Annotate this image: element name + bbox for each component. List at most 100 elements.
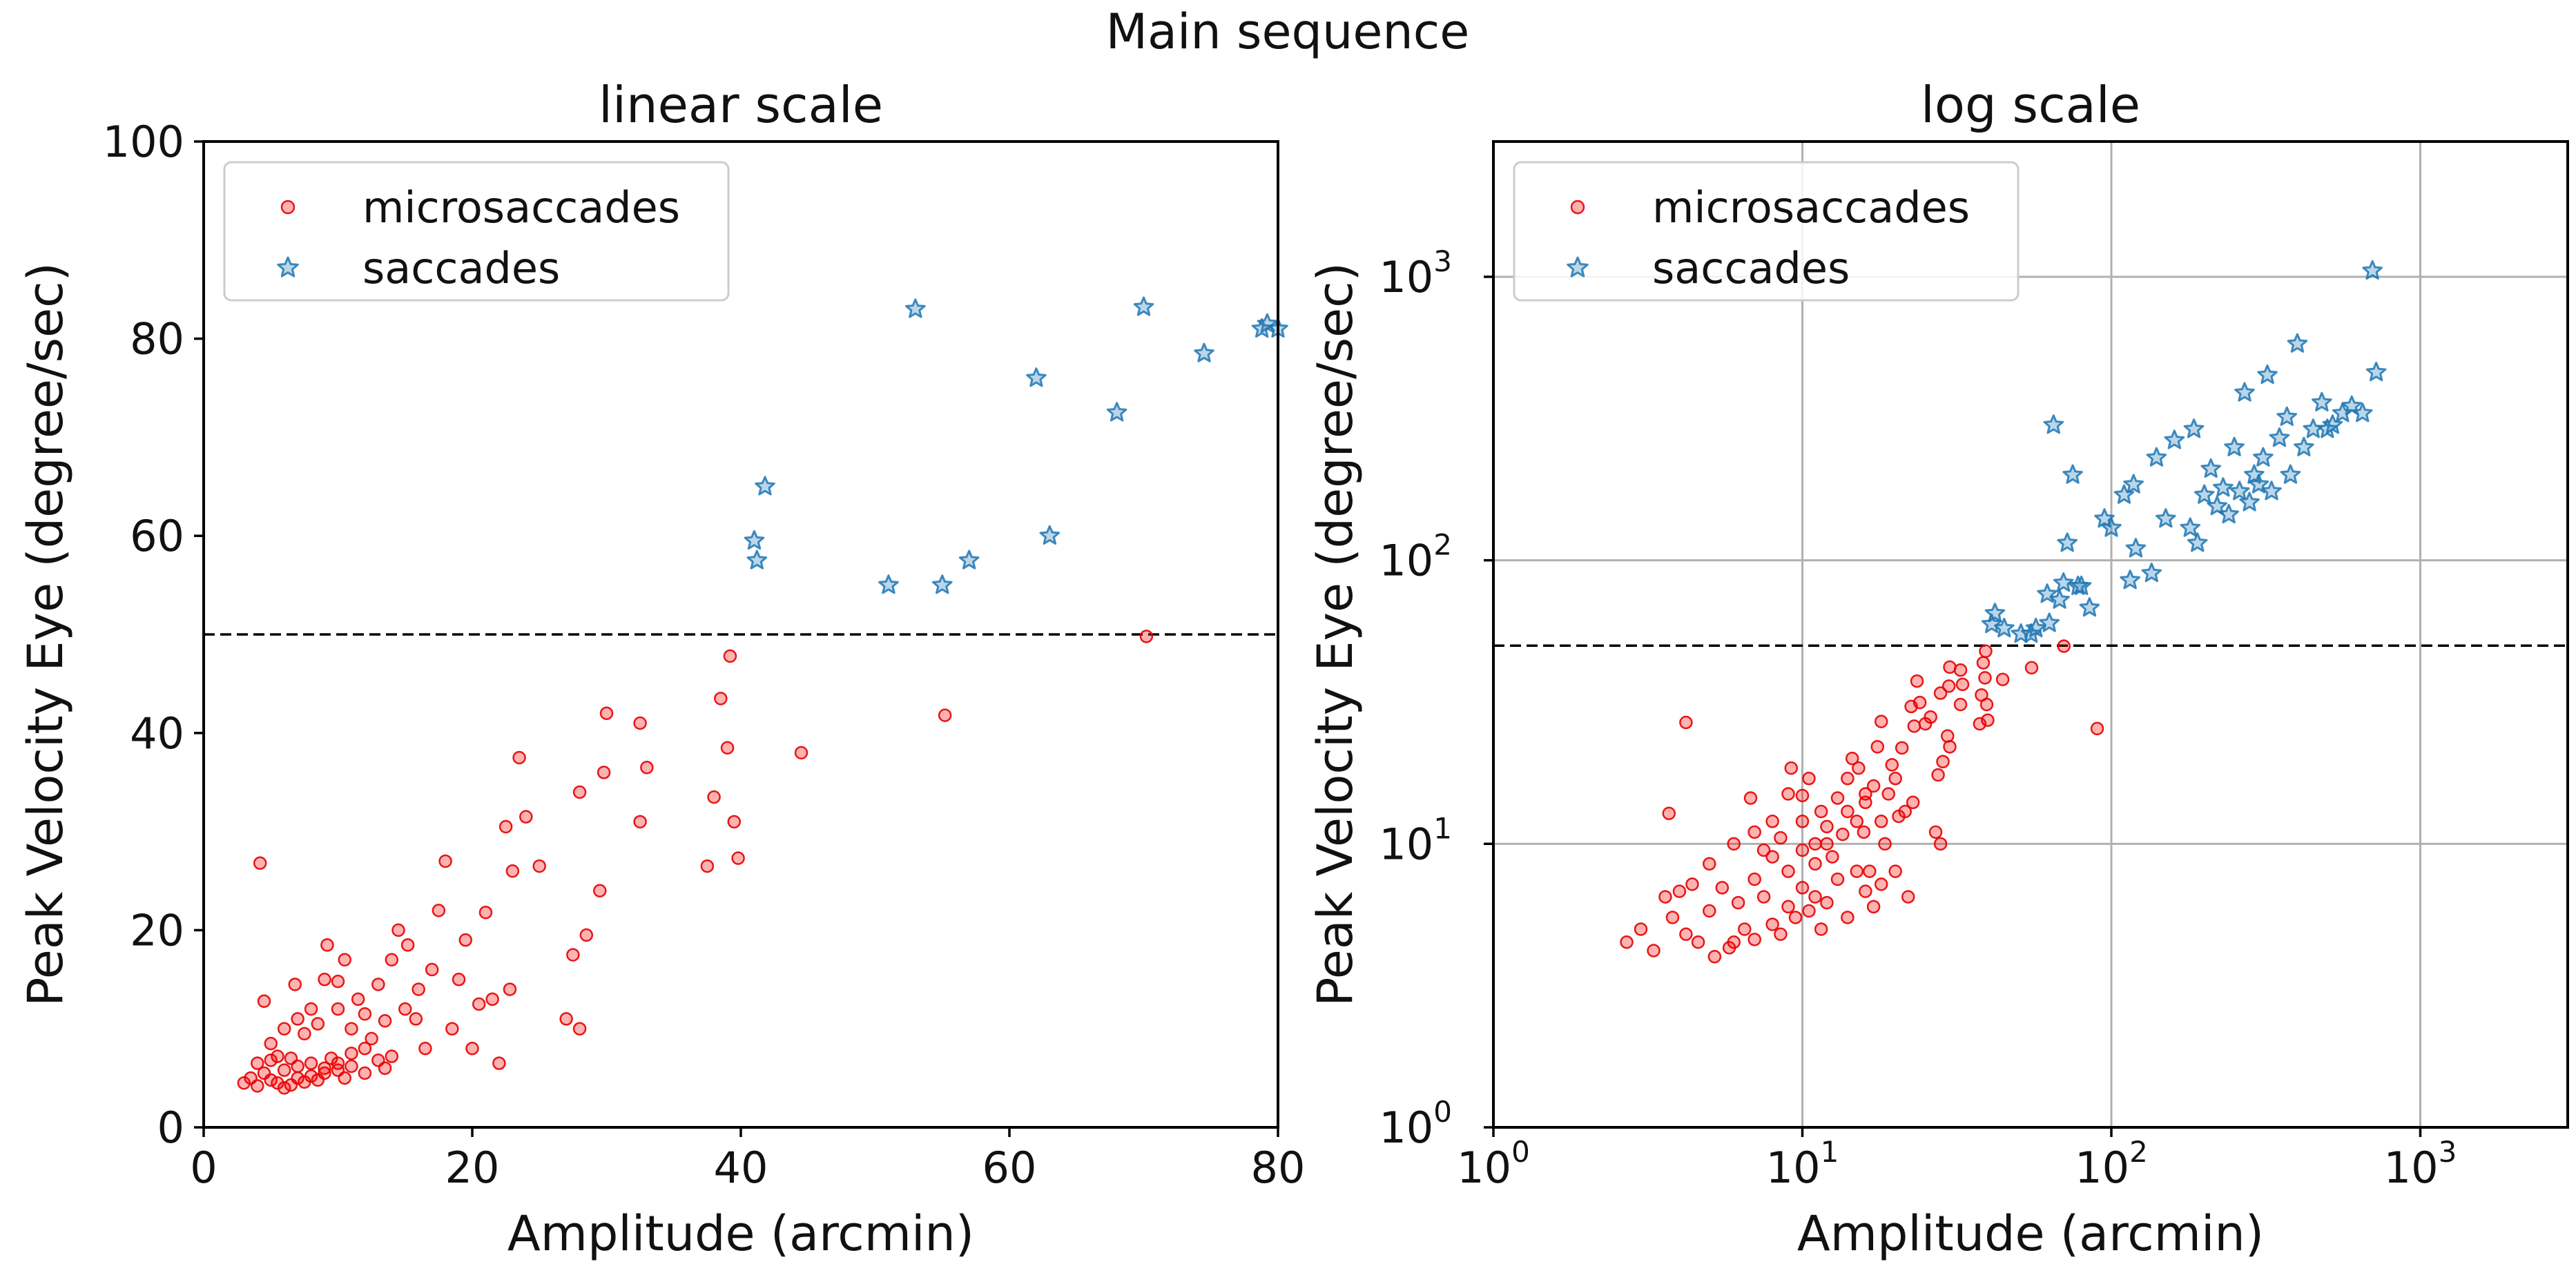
saccade-point	[2113, 484, 2135, 504]
microsaccade-point	[566, 948, 580, 962]
microsaccade-point	[472, 997, 486, 1011]
microsaccade-point	[1901, 890, 1915, 904]
microsaccade-point	[1795, 843, 1810, 857]
microsaccade-point	[1802, 904, 1816, 918]
x-tick-label: 20	[445, 1143, 500, 1193]
legend: microsaccades saccades	[223, 161, 730, 302]
saccade-point	[1039, 525, 1061, 545]
saccade-point	[2025, 617, 2046, 638]
microsaccade-point	[391, 923, 405, 937]
microsaccade-point	[345, 1047, 358, 1060]
microsaccade-point	[1830, 872, 1845, 886]
saccade-point	[1994, 617, 2015, 638]
saccade-point	[2062, 464, 2083, 484]
legend-label: microsaccades	[362, 182, 680, 233]
microsaccade-point	[559, 1012, 573, 1026]
microsaccade-point	[1874, 715, 1888, 728]
microsaccade-point	[572, 1022, 587, 1036]
saccade-point	[2187, 532, 2208, 552]
microsaccade-point	[1859, 787, 1872, 801]
microsaccade-point	[1933, 686, 1948, 700]
saccade-point	[2218, 503, 2239, 524]
legend: microsaccades saccades	[1513, 161, 2020, 302]
y-tick-base: 10	[1379, 536, 1433, 586]
saccade-point	[2156, 508, 2176, 528]
microsaccade-point	[1845, 751, 1859, 766]
microsaccade-point	[714, 692, 728, 706]
microsaccade-point	[727, 815, 742, 829]
microsaccade-point	[1672, 884, 1687, 898]
saccade-point	[1026, 367, 1047, 387]
microsaccade-point	[1756, 890, 1771, 904]
microsaccade-point	[1906, 795, 1920, 810]
legend-label: saccades	[1652, 243, 1850, 293]
microsaccade-point	[1788, 911, 1803, 924]
microsaccade-point	[304, 1002, 318, 1016]
microsaccade-point	[1634, 922, 1648, 936]
x-tick-exponent: 1	[1821, 1135, 1839, 1169]
y-tick-label: 40	[130, 708, 184, 759]
microsaccade-point	[1979, 644, 1993, 659]
saccade-point	[1133, 296, 1154, 316]
microsaccade-point	[1995, 672, 2010, 686]
microsaccade-point	[640, 761, 654, 775]
microsaccade-point	[345, 1022, 358, 1036]
microsaccade-point	[633, 716, 647, 730]
microsaccade-point	[1765, 917, 1779, 931]
microsaccade-point	[492, 1056, 506, 1070]
microsaccade-point	[385, 1049, 399, 1063]
microsaccade-point	[358, 1042, 372, 1056]
microsaccade-point	[1976, 656, 1991, 670]
microsaccade-point	[345, 1059, 358, 1073]
saccade-point	[2039, 612, 2060, 632]
microsaccade-point	[1685, 877, 1699, 891]
saccade-point	[744, 529, 765, 550]
microsaccade-point	[2090, 721, 2104, 736]
legend-circle-marker	[280, 200, 296, 215]
legend-box	[223, 161, 730, 302]
microsaccade-point	[532, 859, 546, 873]
microsaccade-point	[1830, 791, 1845, 805]
saccade-point	[2362, 260, 2383, 280]
saccade-point	[2207, 496, 2227, 516]
microsaccade-point	[720, 741, 735, 755]
microsaccade-point	[251, 1056, 264, 1070]
saccade-point	[2365, 361, 2387, 382]
microsaccade-point	[498, 819, 513, 834]
microsaccade-point	[291, 1012, 304, 1026]
saccade-point	[2120, 570, 2140, 590]
microsaccade-point	[1850, 864, 1864, 878]
microsaccade-point	[1756, 843, 1771, 857]
saccade-point	[2239, 492, 2260, 512]
y-tick-exponent: 2	[1433, 528, 1452, 562]
y-tick-label: 100	[103, 117, 184, 167]
y-tick-base: 10	[1379, 819, 1433, 869]
suptitle: Main sequence	[1106, 3, 1470, 60]
saccade-point	[2071, 575, 2092, 595]
x-tick-label: 40	[714, 1143, 768, 1193]
microsaccade-point	[794, 746, 808, 760]
saccade-point	[878, 574, 899, 594]
microsaccade-point	[723, 649, 737, 663]
saccade-point	[2312, 391, 2332, 411]
microsaccade-point	[358, 1066, 372, 1080]
microsaccade-point	[1820, 895, 1834, 910]
saccade-point	[2229, 480, 2250, 501]
microsaccade-point	[1866, 900, 1881, 914]
microsaccade-point	[1940, 729, 1955, 743]
microsaccade-point	[1874, 815, 1888, 828]
saccade-point	[2183, 418, 2205, 438]
x-tick-label: 103	[2384, 1135, 2457, 1193]
saccade-point	[755, 476, 775, 496]
microsaccade-point	[385, 953, 399, 966]
microsaccade-point	[291, 1071, 304, 1085]
microsaccade-point	[597, 766, 611, 779]
microsaccade-point	[351, 992, 365, 1007]
microsaccade-point	[1727, 935, 1741, 949]
microsaccade-point	[1888, 864, 1902, 878]
y-tick-label: 60	[130, 511, 184, 561]
microsaccade-point	[1978, 671, 1992, 685]
microsaccade-point	[1691, 935, 1705, 949]
y-tick-exponent: 0	[1433, 1095, 1452, 1129]
linear-scale-panel: 0 20 40 60 80 0 20 40 60 80 100 linear scale Amplitu…	[17, 76, 1305, 1262]
